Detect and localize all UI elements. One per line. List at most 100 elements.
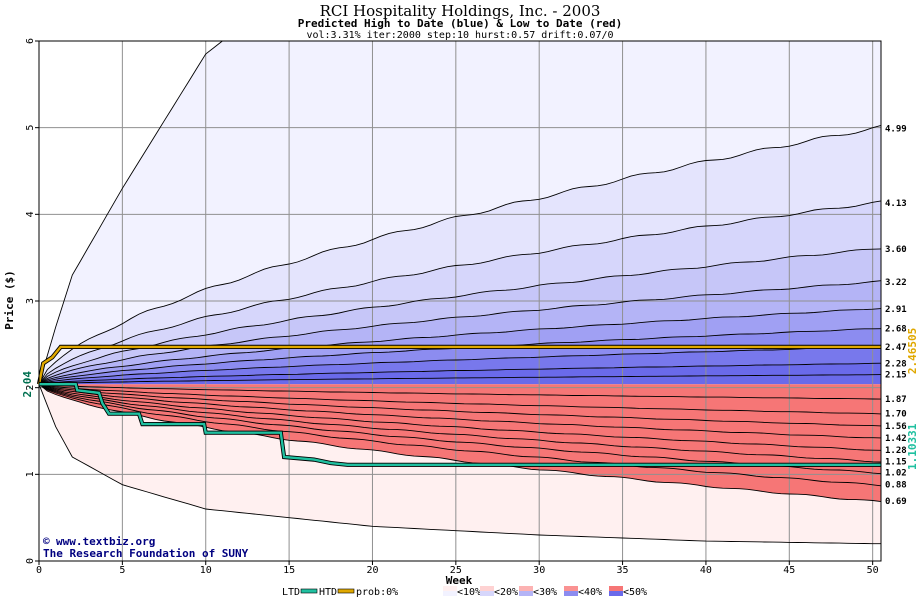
credit-url: www.textbiz.org — [56, 535, 155, 548]
legend-swatch-low — [480, 586, 494, 591]
ltd-end-value: 1.10331 — [906, 423, 919, 470]
high-band-4 — [39, 280, 881, 385]
legend-swatch-high — [400, 591, 414, 596]
envelope-end-label: 1.02 — [885, 469, 907, 479]
high-band-0 — [39, 41, 881, 385]
envelope-line — [38, 308, 882, 385]
y-tick-label: 5 — [25, 125, 36, 131]
high-band-2 — [39, 200, 881, 385]
envelope-end-label: 3.60 — [885, 245, 907, 255]
x-tick-label: 45 — [783, 565, 795, 576]
envelope-end-label: 2.47 — [885, 343, 907, 353]
envelope-line — [38, 384, 881, 545]
envelope-line — [38, 383, 882, 487]
legend-swatch-high — [564, 591, 578, 596]
legend-swatch-high — [480, 591, 494, 596]
envelope-end-label: 0.88 — [885, 481, 907, 491]
envelope-end-label: 2.15 — [885, 371, 907, 381]
high-band-7 — [39, 346, 881, 385]
x-tick-label: 15 — [283, 565, 295, 576]
y-tick-label: 6 — [25, 38, 36, 44]
y-tick-label: 2 — [25, 385, 36, 391]
y-tick-label: 3 — [25, 298, 36, 304]
envelope-end-label: 1.56 — [885, 422, 907, 432]
legend-prob-2: <20% — [494, 587, 518, 598]
envelope-line — [38, 374, 882, 385]
legend-ltd-swatch — [300, 588, 318, 594]
envelope-end-label: 1.87 — [885, 395, 907, 405]
envelope-end-label: 2.68 — [885, 325, 907, 335]
start-price-label: 2.04 — [21, 371, 34, 398]
x-tick-label: 0 — [36, 565, 42, 576]
legend-swatch-low — [443, 586, 457, 591]
legend-prob-5: <50% — [623, 587, 647, 598]
envelope-end-label: 1.70 — [885, 410, 907, 420]
envelope-end-label: 2.91 — [885, 305, 907, 315]
legend-prob-3: <30% — [533, 587, 557, 598]
legend-prob-4: <40% — [578, 587, 602, 598]
envelope-line — [38, 383, 882, 415]
x-tick-label: 5 — [119, 565, 125, 576]
copyright-icon: © — [43, 535, 50, 548]
y-tick-label: 4 — [25, 211, 36, 217]
envelope-end-label: 4.99 — [885, 125, 907, 135]
envelope-line — [38, 200, 882, 385]
envelope-line — [38, 362, 882, 385]
envelope-end-label: 0.69 — [885, 497, 907, 507]
y-axis-label: Price ($) — [3, 270, 16, 330]
ltd-line — [39, 383, 881, 466]
legend-swatch-low — [564, 586, 578, 591]
envelope-line — [38, 124, 882, 385]
credit-block: © www.textbiz.org The Research Foundatio… — [43, 535, 249, 560]
envelope-end-label: 2.28 — [885, 359, 907, 369]
envelope-end-label: 3.22 — [885, 278, 907, 288]
credit-org: The Research Foundation of SUNY — [43, 547, 249, 560]
envelope-line — [38, 383, 882, 400]
x-tick-label: 40 — [700, 565, 712, 576]
envelope-end-label: 1.15 — [885, 457, 907, 467]
low-band-9 — [39, 384, 881, 502]
high-band-6 — [39, 328, 881, 385]
chart-title: RCI Hospitality Holdings, Inc. - 2003 — [320, 2, 601, 20]
legend-swatch-high — [519, 591, 533, 596]
legend-htd-swatch — [337, 588, 355, 594]
y-tick-label: 0 — [25, 558, 36, 564]
envelope-line — [38, 383, 882, 463]
envelope-end-label: 1.28 — [885, 446, 907, 456]
envelope-line — [38, 280, 882, 385]
htd-line — [37, 345, 881, 385]
x-tick-label: 20 — [366, 565, 378, 576]
legend: LTD HTD prob:0% <10% <20% <30% <40% <50% — [282, 586, 647, 598]
envelope-end-label: 4.13 — [885, 199, 907, 209]
x-tick-label: 25 — [450, 565, 462, 576]
envelope-end-label: 1.42 — [885, 434, 907, 444]
y-tick-label: 1 — [25, 471, 36, 477]
legend-swatch-low — [400, 586, 414, 591]
high-band-9 — [39, 374, 881, 385]
x-tick-label: 35 — [617, 565, 629, 576]
legend-prob-1: <10% — [457, 587, 481, 598]
chart-params: vol:3.31% iter:2000 step:10 hurst:0.57 d… — [306, 30, 613, 41]
envelope-line — [38, 383, 882, 451]
legend-swatch-low — [519, 586, 533, 591]
chart-subtitle: Predicted High to Date (blue) & Low to D… — [298, 17, 623, 30]
high-band-1 — [39, 125, 881, 385]
envelope-line — [38, 383, 882, 439]
x-tick-label: 10 — [200, 565, 212, 576]
legend-swatch-high — [443, 591, 457, 596]
high-band-8 — [39, 363, 881, 385]
envelope-line — [38, 346, 882, 385]
x-tick-label: 30 — [533, 565, 545, 576]
envelope-line — [38, 248, 882, 385]
legend-prob-label: prob:0% — [356, 587, 398, 598]
x-tick-label: 50 — [867, 565, 879, 576]
series-lines: 2.46505 1.10331 — [36, 328, 919, 470]
x-axis-label: Week — [446, 574, 473, 587]
legend-htd-label: HTD — [319, 587, 337, 598]
envelope-lines: 4.99 4.13 3.60 3.22 2.91 2.68 2.47 2.28 2.15 1.87… — [38, 40, 907, 545]
legend-ltd-label: LTD — [282, 587, 300, 598]
htd-end-value: 2.46505 — [906, 328, 919, 374]
probability-bands — [39, 41, 881, 544]
